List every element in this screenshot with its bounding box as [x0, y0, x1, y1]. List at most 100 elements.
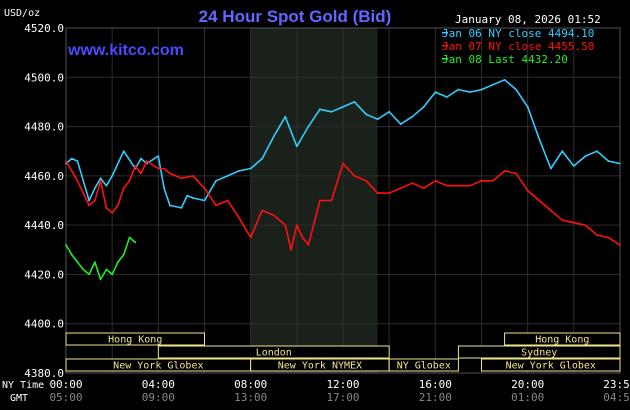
series-2-point	[446, 184, 448, 187]
session-label: Sydney	[521, 348, 557, 359]
series-1-point	[411, 115, 414, 118]
series-1-point	[376, 118, 379, 121]
x-tick-label-ny: 00:00	[49, 378, 82, 391]
series-1-point	[192, 197, 194, 199]
series-2-point	[295, 224, 298, 227]
series-1-point	[122, 150, 125, 153]
series-1-point	[572, 165, 575, 167]
series-1-point	[295, 145, 298, 148]
series-2-point	[549, 209, 552, 212]
series-2-point	[515, 172, 517, 175]
series-2-point	[538, 199, 541, 202]
series-1-point	[469, 91, 471, 93]
series-2-point	[169, 172, 171, 175]
series-2-point	[117, 204, 119, 207]
series-2-point	[353, 175, 356, 177]
session-label: London	[256, 348, 292, 359]
series-1-point	[261, 157, 264, 160]
series-2-point	[607, 236, 610, 239]
series-2-point	[376, 192, 379, 195]
series-2-point	[203, 187, 206, 190]
series-2-point	[584, 224, 587, 227]
series-2-point	[70, 170, 73, 172]
series-1-point	[82, 179, 85, 182]
series-2-point	[128, 179, 131, 182]
series-2-point	[134, 165, 137, 167]
series-2-point	[399, 187, 402, 190]
series-2-point	[480, 179, 483, 182]
series-2-point	[105, 207, 108, 209]
series-1-point	[549, 167, 552, 170]
series-1-point	[596, 150, 598, 153]
series-2-point	[342, 162, 344, 165]
series-3-point	[134, 241, 137, 244]
series-1-point	[215, 179, 217, 182]
series-1-point	[169, 204, 171, 207]
session-bar	[65, 332, 205, 346]
y-tick-label: 4480.0	[24, 121, 64, 134]
session-label: Hong Kong	[108, 335, 162, 346]
series-2-point	[434, 179, 437, 182]
ny-time-row-label: NY Time	[2, 380, 44, 391]
series-2-point	[238, 216, 241, 219]
series-1-point	[70, 157, 73, 160]
series-1-point	[515, 88, 517, 91]
series-1-point	[203, 199, 206, 202]
x-tick-label-gmt: 17:00	[326, 391, 359, 404]
series-1-point	[76, 160, 79, 163]
legend-swatch-2	[442, 45, 448, 47]
series-1-point	[561, 150, 564, 153]
gmt-row-label: GMT	[10, 393, 28, 404]
series-1-point	[538, 138, 541, 140]
session-bar	[504, 332, 621, 346]
series-1-point	[342, 106, 344, 108]
series-1-point	[503, 78, 506, 81]
y-tick-label: 4460.0	[24, 170, 64, 183]
series-1-point	[249, 167, 252, 170]
series-2-point	[618, 244, 621, 246]
series-1-point	[330, 110, 333, 113]
y-tick-label: 4520.0	[24, 22, 64, 35]
x-tick-label-gmt: 04:59	[603, 391, 630, 404]
series-3-point	[82, 268, 85, 271]
series-2-point	[163, 167, 166, 170]
series-2-point	[145, 160, 148, 163]
series-2-point	[249, 236, 252, 239]
series-2-point	[192, 175, 194, 177]
series-2-point	[94, 199, 96, 202]
session-label: NY Globex	[397, 361, 451, 372]
series-3-point	[76, 261, 79, 263]
series-2-point	[596, 234, 598, 236]
series-1-point	[99, 177, 102, 180]
series-1-point	[618, 162, 621, 165]
series-2-point	[492, 179, 494, 182]
axes: 4520.0 4500.0 4480.0 4460.0 4440.0 4420.0 4400…	[24, 22, 630, 404]
series-2-point	[457, 184, 460, 187]
timestamp: January 08, 2026 01:52	[455, 13, 601, 26]
series-2-point	[388, 192, 391, 195]
series-1-point	[226, 175, 229, 177]
x-tick-label-gmt: 01:00	[511, 391, 544, 404]
series-1-point	[238, 170, 241, 172]
x-tick-label-ny: 23:59	[603, 378, 630, 391]
series-2-point	[307, 244, 310, 246]
series-2-point	[122, 187, 125, 190]
x-tick-label-gmt: 13:00	[234, 391, 267, 404]
y-tick-label: 4500.0	[24, 71, 64, 84]
session-label: New York Globex	[506, 361, 596, 372]
series-2-point	[272, 214, 275, 217]
series-2-point	[82, 192, 85, 195]
plot-border	[65, 27, 621, 374]
market-sessions: Hong Kong London New York Globex New York N…	[65, 332, 621, 372]
series-2-point	[503, 170, 506, 172]
session-label: Hong Kong	[535, 335, 589, 346]
series-3-point	[99, 278, 102, 281]
series-lines	[65, 78, 621, 281]
legend-entry-3: Jan 08 Last 4432.20	[442, 53, 568, 66]
y-axis-label: USD/oz	[4, 8, 40, 19]
series-2-point	[411, 182, 414, 185]
series-3-point	[88, 273, 90, 276]
series-2-point	[290, 248, 292, 251]
series-2-point	[157, 167, 160, 170]
